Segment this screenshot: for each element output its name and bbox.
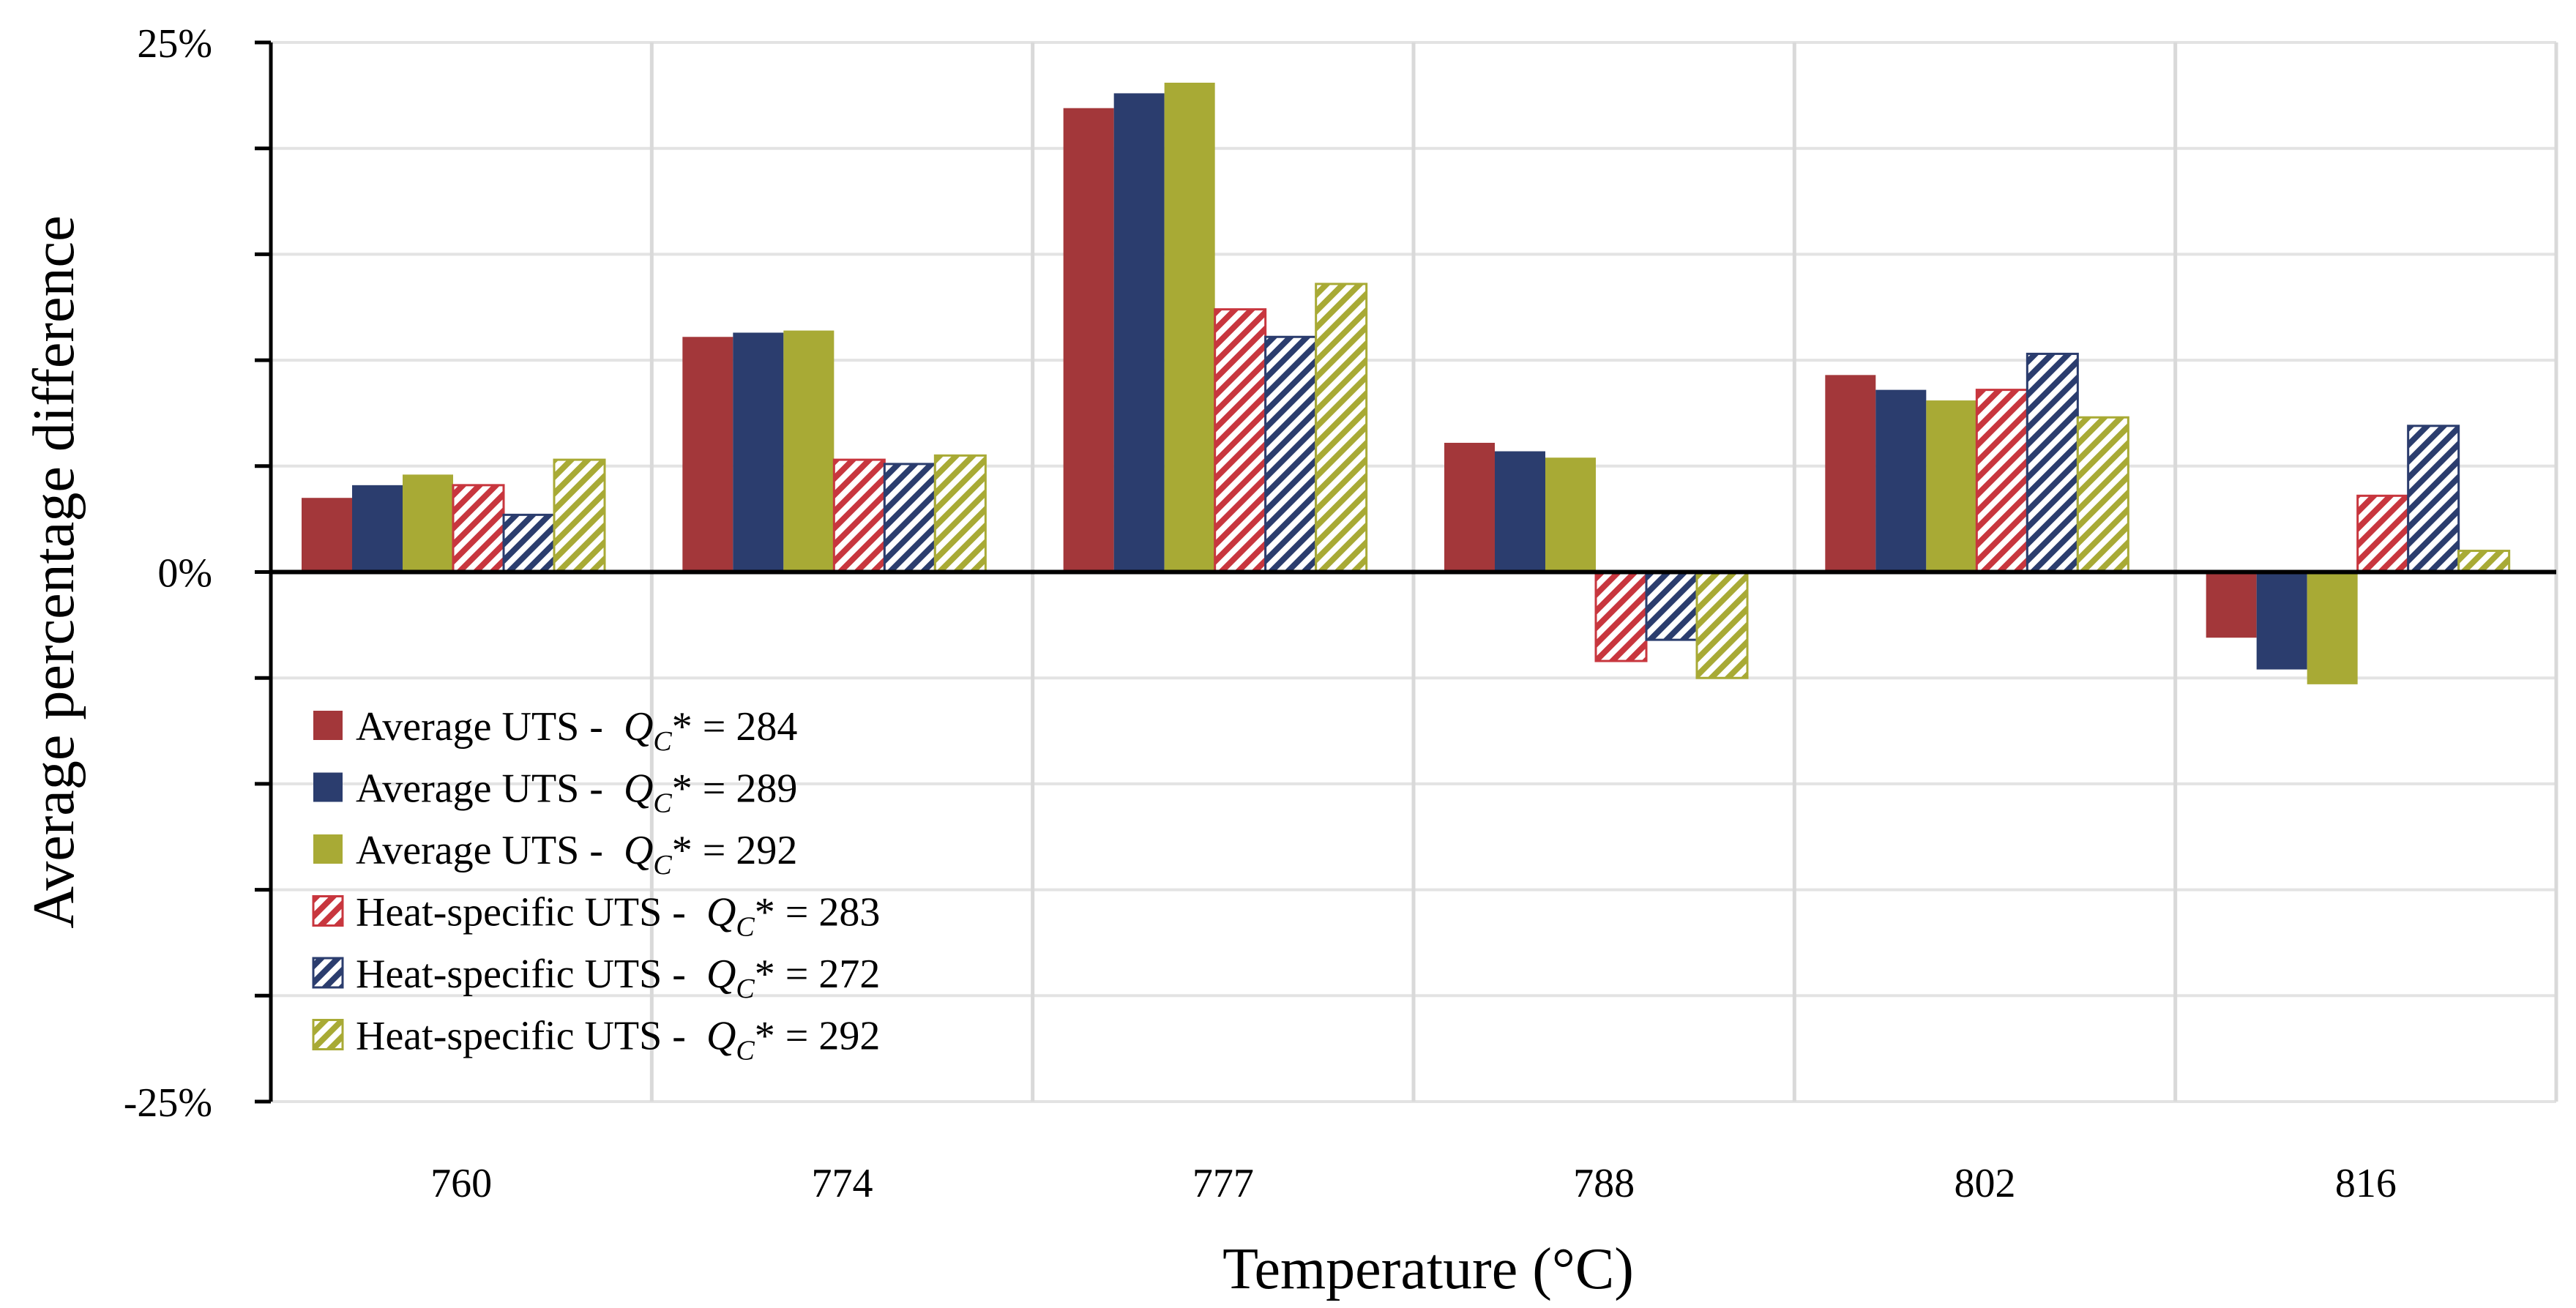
legend-label-5: Heat-specific UTS - QC* = 272 [356, 952, 880, 1004]
bar-760-series-4 [452, 484, 505, 574]
bar-816-series-3 [2307, 572, 2358, 684]
bar-777-series-2 [1113, 93, 1165, 572]
legend-swatch-6 [312, 1019, 344, 1050]
legend-label-4: Heat-specific UTS - QC* = 283 [356, 890, 880, 943]
y-tick-label: -25% [124, 1080, 212, 1126]
bar-760-series-1 [302, 498, 352, 572]
bar-788-series-5 [1645, 571, 1698, 641]
bar-802-series-2 [1875, 389, 1927, 572]
bar-777-series-5 [1264, 335, 1318, 573]
x-tick-label-760: 760 [430, 1161, 492, 1206]
bar-774-series-1 [682, 337, 733, 572]
bar-774-series-6 [933, 454, 987, 574]
legend-label-3: Average UTS - QC* = 292 [356, 828, 797, 881]
bar-777-series-4 [1214, 308, 1267, 573]
bar-788-series-4 [1594, 571, 1648, 662]
bar-802-series-3 [1926, 400, 1977, 572]
bar-777-series-3 [1164, 82, 1215, 572]
bar-816-series-1 [2206, 572, 2257, 638]
legend-label-1: Average UTS - QC* = 284 [356, 704, 797, 757]
bar-760-series-3 [403, 474, 453, 572]
bar-774-series-3 [783, 330, 835, 572]
x-axis-title: Temperature (°C) [1222, 1237, 1634, 1301]
legend: Average UTS - QC* = 284 Average UTS - QC*… [312, 704, 880, 1066]
bar-760-series-2 [352, 485, 403, 572]
bar-774-series-4 [832, 458, 886, 573]
legend-label-6: Heat-specific UTS - QC* = 292 [356, 1014, 880, 1066]
legend-label-2: Average UTS - QC* = 289 [356, 766, 797, 819]
legend-swatch-4 [312, 895, 344, 927]
y-axis-title: Average percentage difference [22, 215, 86, 928]
bar-816-series-6 [2457, 550, 2511, 573]
x-tick-label-788: 788 [1573, 1161, 1635, 1206]
bar-788-series-3 [1545, 457, 1596, 572]
bar-788-series-2 [1495, 451, 1545, 572]
axes [255, 40, 2556, 1104]
axis-labels: 25% 0% -25% 760 774 777 788 802 816 Temperature (… [22, 21, 2397, 1301]
bar-760-series-6 [553, 458, 606, 573]
bar-788-series-6 [1695, 571, 1749, 679]
bar-777-series-6 [1315, 283, 1368, 573]
y-tick-label: 25% [137, 21, 212, 67]
bar-774-series-2 [733, 332, 784, 572]
legend-swatch-1 [313, 711, 343, 740]
x-tick-label-774: 774 [812, 1161, 873, 1206]
bars [302, 82, 2511, 684]
bar-802-series-6 [2076, 416, 2129, 573]
bar-816-series-4 [2356, 494, 2410, 573]
bar-802-series-4 [1975, 389, 2028, 574]
legend-swatch-3 [313, 834, 343, 864]
bar-774-series-5 [883, 463, 936, 573]
bar-777-series-1 [1063, 108, 1114, 572]
y-tick-label: 0% [157, 551, 212, 597]
x-tick-label-802: 802 [1955, 1161, 2016, 1206]
x-tick-label-816: 816 [2335, 1161, 2397, 1206]
bar-802-series-1 [1825, 375, 1876, 572]
bar-760-series-5 [502, 513, 556, 573]
bar-788-series-1 [1444, 442, 1495, 572]
legend-swatch-5 [312, 957, 344, 989]
bar-816-series-2 [2256, 572, 2307, 670]
bar-802-series-5 [2026, 352, 2079, 573]
x-tick-label-777: 777 [1192, 1161, 1254, 1206]
legend-swatch-2 [313, 772, 343, 802]
bar-816-series-5 [2407, 425, 2460, 574]
